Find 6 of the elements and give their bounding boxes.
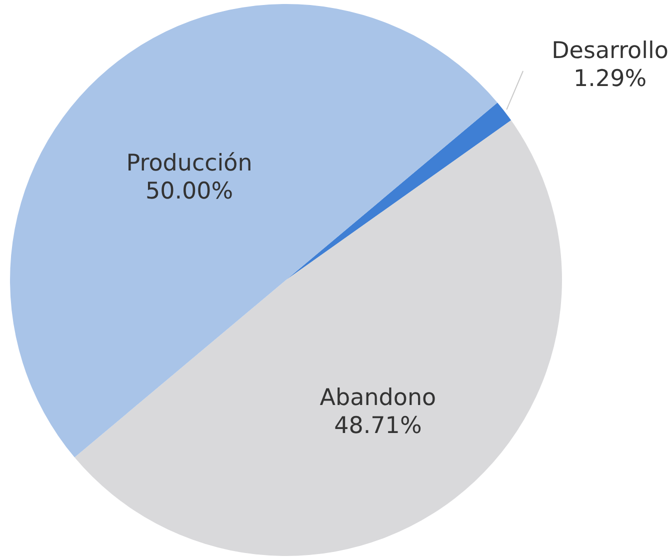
slice-label: Desarrollo [552, 38, 668, 64]
slice-label: Abandono [320, 385, 436, 412]
data-label: 1.29% [574, 66, 647, 92]
data-label: 48.71% [334, 413, 422, 440]
slice-label: Producción [126, 150, 252, 177]
data-label: 50.00% [145, 178, 234, 205]
